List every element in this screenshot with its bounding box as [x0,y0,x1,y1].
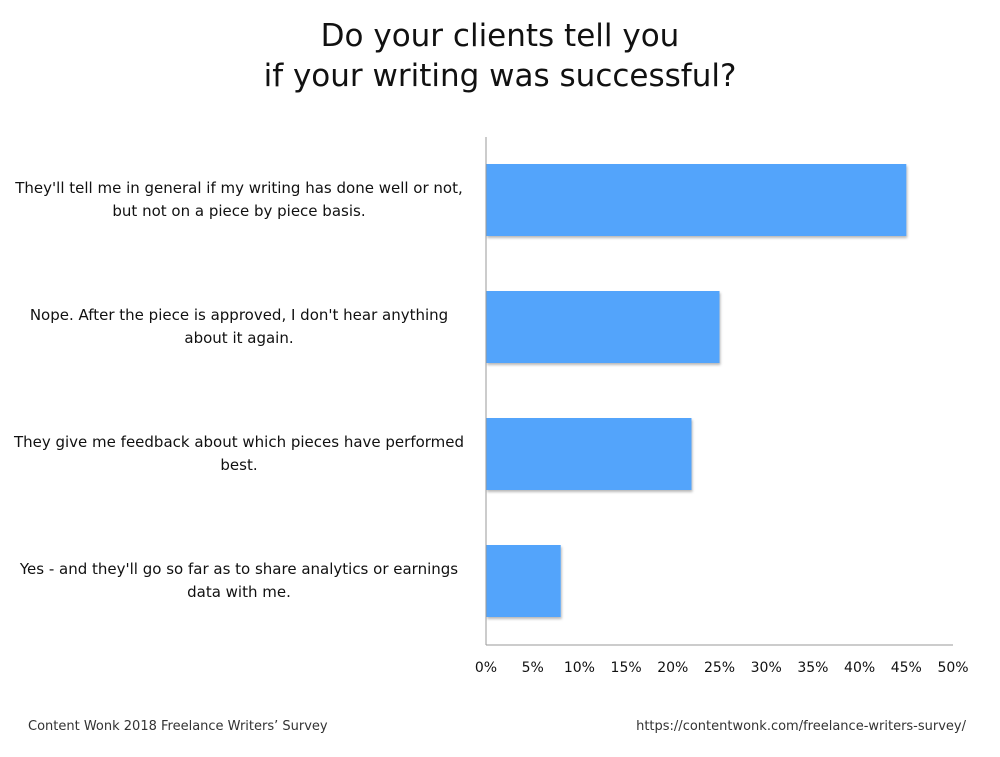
bars-group [486,164,907,617]
x-tick-label-5: 5% [522,660,544,676]
footer-url[interactable]: https://contentwonk.com/freelance-writer… [636,719,966,734]
bar-4 [486,545,561,617]
x-tick-label-40: 40% [844,660,875,676]
chart-title: Do your clients tell you if your writing… [0,16,1000,96]
chart-title-line-1: Do your clients tell you [320,18,680,54]
x-tick-label-35: 35% [797,660,828,676]
chart-title-line-2: if your writing was successful? [263,58,737,94]
bar-2 [486,291,720,363]
x-tick-label-20: 20% [657,660,688,676]
footer-source: Content Wonk 2018 Freelance Writers’ Sur… [28,719,328,734]
x-tick-label-25: 25% [704,660,735,676]
x-tick-label-30: 30% [751,660,782,676]
x-tick-label-0: 0% [475,660,497,676]
x-tick-label-10: 10% [564,660,595,676]
category-label-2: Nope. After the piece is approved, I don… [29,306,449,347]
x-tick-label-15: 15% [611,660,642,676]
x-tick-label-50: 50% [937,660,968,676]
category-label-3: They give me feedback about which pieces… [13,433,465,474]
category-label-1: They'll tell me in general if my writing… [15,179,463,220]
bar-1 [486,164,907,236]
x-tick-labels-group: 0% 5% 10% 15% 20% 25% 30% 35% 40% 45% 50% [475,660,969,676]
x-tick-label-45: 45% [891,660,922,676]
category-label-4: Yes - and they'll go so far as to share … [19,560,459,601]
bar-3 [486,418,692,490]
